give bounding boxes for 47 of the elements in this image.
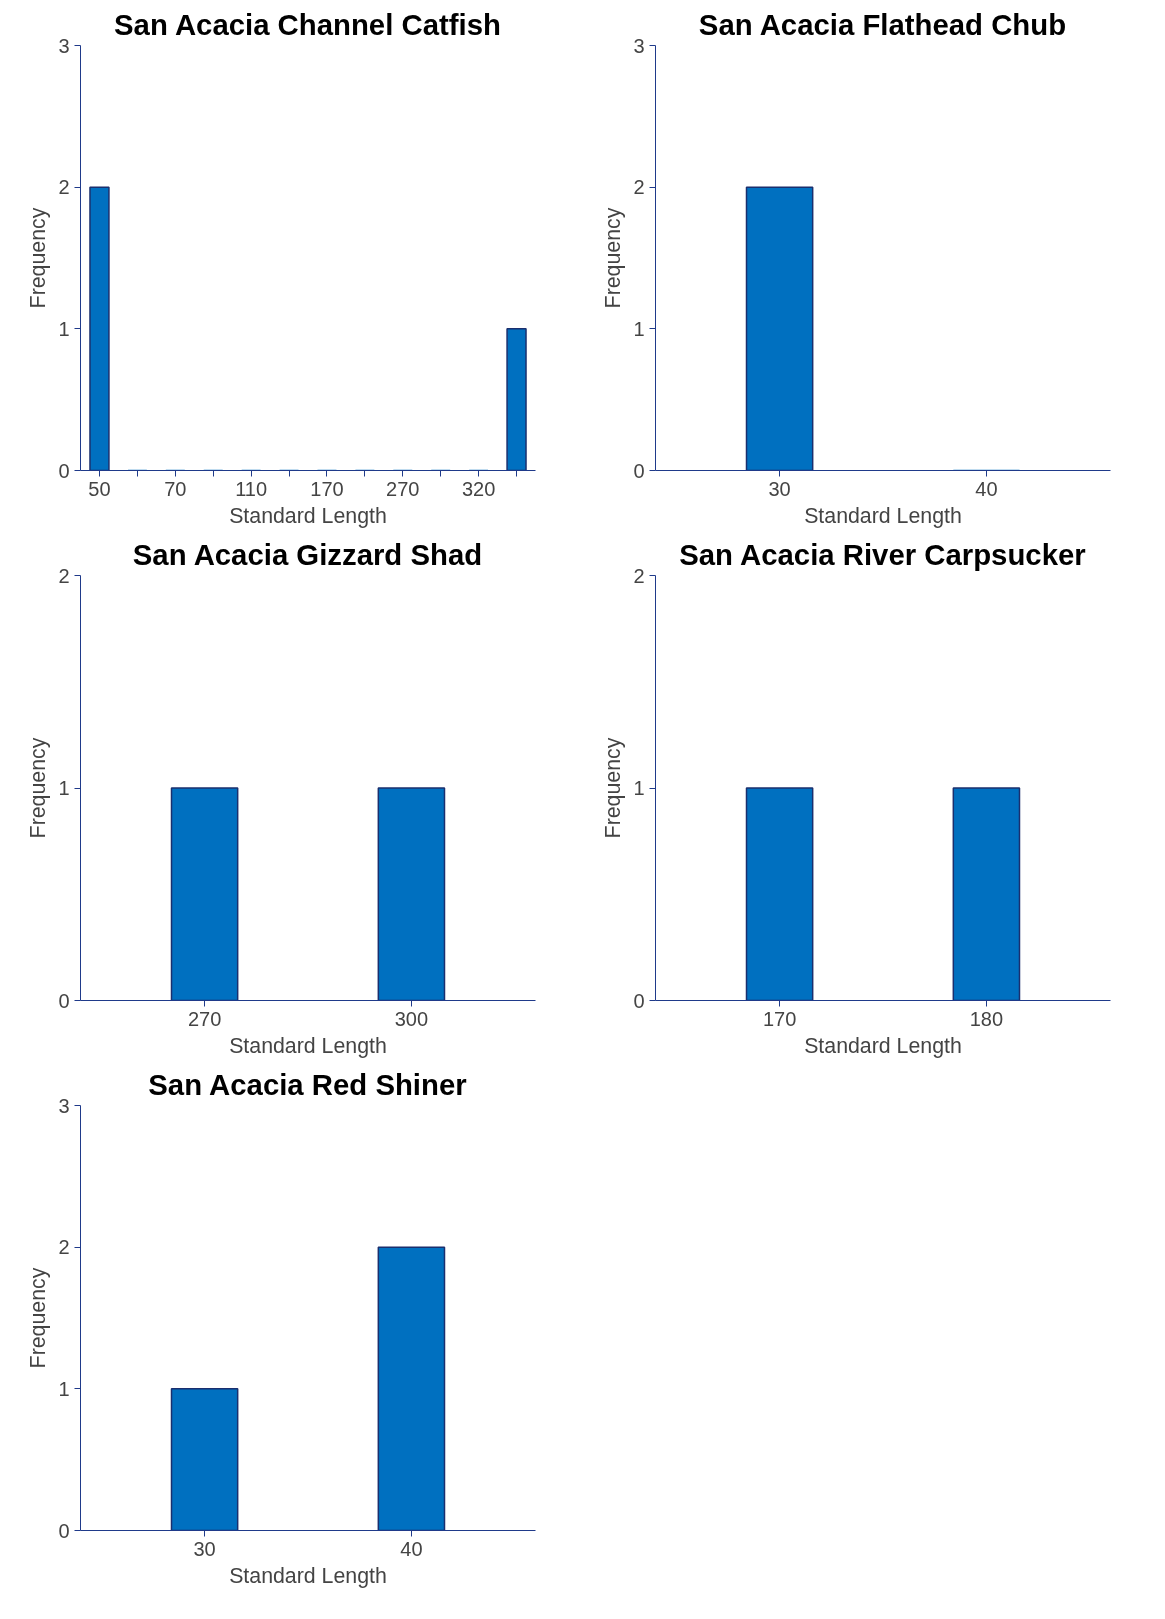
x-axis-title: Standard Length xyxy=(804,1033,962,1058)
y-tick-label: 1 xyxy=(58,317,70,340)
x-axis-title: Standard Length xyxy=(229,503,387,528)
x-tick-label: 30 xyxy=(193,1537,216,1560)
y-tick-label: 2 xyxy=(633,564,645,587)
x-tick-label: 70 xyxy=(164,477,187,500)
x-tick-label: 30 xyxy=(768,477,791,500)
y-tick-label: 3 xyxy=(58,1094,70,1117)
x-tick-label: 300 xyxy=(394,1007,429,1030)
chart-title: San Acacia Gizzard Shad xyxy=(132,537,483,571)
y-tick-label: 2 xyxy=(633,176,645,199)
x-tick-label: 40 xyxy=(400,1537,423,1560)
chart-title: San Acacia River Carpsucker xyxy=(679,537,1086,571)
x-tick-label: 270 xyxy=(386,477,420,500)
y-tick-label: 3 xyxy=(633,34,645,57)
x-tick-label: 320 xyxy=(461,477,496,500)
y-axis-title: Frequency xyxy=(26,737,51,839)
y-axis-title: Frequency xyxy=(601,207,626,309)
y-tick-label: 2 xyxy=(58,564,70,587)
y-axis-title: Frequency xyxy=(26,207,51,309)
y-tick-label: 2 xyxy=(58,1236,70,1259)
y-tick-label: 1 xyxy=(633,777,645,799)
x-axis-title: Standard Length xyxy=(229,1563,387,1588)
x-axis-title: Standard Length xyxy=(804,503,962,528)
y-tick-label: 0 xyxy=(633,989,645,1012)
x-tick-label: 110 xyxy=(235,477,268,500)
x-axis-title: Standard Length xyxy=(229,1033,387,1058)
y-axis-title: Frequency xyxy=(601,737,626,839)
chart-title: San Acacia Flathead Chub xyxy=(698,7,1067,41)
y-tick-label: 1 xyxy=(633,317,645,340)
y-tick-label: 0 xyxy=(58,989,70,1012)
x-tick-label: 180 xyxy=(969,1007,1004,1030)
y-tick-label: 1 xyxy=(58,1377,70,1400)
y-tick-label: 3 xyxy=(58,34,70,57)
x-tick-label: 50 xyxy=(88,477,111,500)
y-tick-label: 0 xyxy=(58,1519,70,1542)
y-tick-label: 0 xyxy=(58,459,70,482)
y-tick-label: 2 xyxy=(58,176,70,199)
x-tick-label: 40 xyxy=(975,477,998,500)
y-axis-title: Frequency xyxy=(26,1267,51,1369)
x-tick-label: 170 xyxy=(310,477,344,500)
chart-title: San Acacia Red Shiner xyxy=(148,1067,467,1101)
x-tick-label: 270 xyxy=(187,1007,222,1030)
y-tick-label: 0 xyxy=(633,459,645,482)
y-tick-label: 1 xyxy=(58,777,70,799)
chart-title: San Acacia Channel Catfish xyxy=(114,7,501,41)
x-tick-label: 170 xyxy=(762,1007,797,1030)
